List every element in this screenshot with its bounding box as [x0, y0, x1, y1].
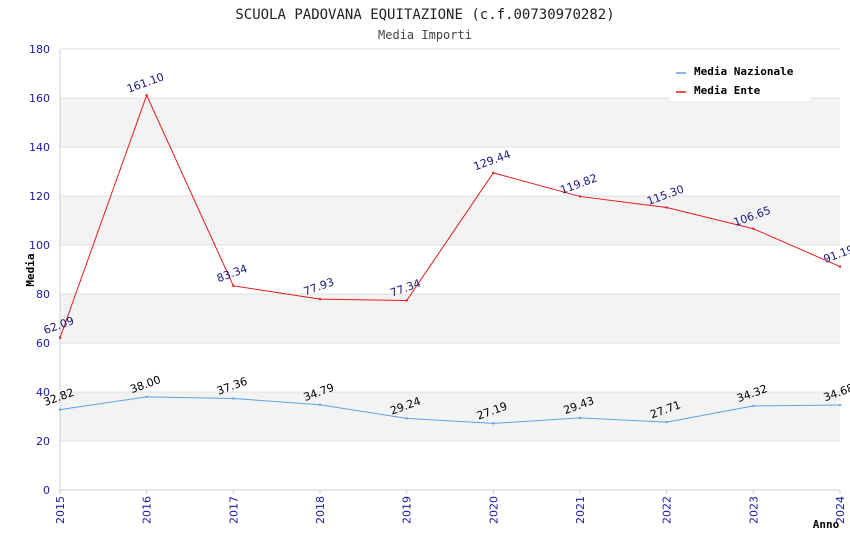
data-point-media-ente	[665, 206, 668, 209]
grid-band	[60, 245, 840, 294]
y-tick-label: 140	[29, 141, 50, 154]
data-point-media-ente	[58, 336, 62, 340]
data-point-media-nazionale	[232, 397, 235, 400]
x-axis-label: Anno	[813, 518, 840, 531]
series-line-media-nazionale	[59, 396, 841, 424]
x-tick-label: 2019	[401, 496, 414, 524]
data-point-media-nazionale	[318, 403, 322, 406]
data-point-media-ente	[578, 195, 582, 198]
x-tick-label: 2023	[747, 496, 760, 524]
y-axis-label: Media	[24, 253, 37, 286]
x-tick-label: 2024	[834, 496, 847, 524]
chart-title: SCUOLA PADOVANA EQUITAZIONE (c.f.0073097…	[235, 7, 614, 23]
data-point-media-nazionale	[492, 422, 495, 425]
data-point-media-ente	[838, 265, 842, 268]
data-point-media-ente	[232, 284, 235, 288]
legend-box	[670, 61, 810, 101]
y-tick-label: 40	[36, 386, 50, 399]
data-point-media-nazionale	[838, 403, 842, 407]
y-tick-label: 160	[29, 92, 50, 105]
legend-label-media-ente: Media Ente	[694, 84, 761, 97]
grid-band	[60, 98, 840, 147]
y-tick-label: 0	[43, 484, 50, 497]
x-tick-label: 2020	[487, 496, 500, 524]
grid-band	[60, 441, 840, 490]
x-tick-label: 2018	[314, 496, 327, 524]
grid-band	[60, 147, 840, 196]
y-tick-label: 180	[29, 43, 50, 56]
legend: Media Nazionale Media Ente	[670, 61, 810, 101]
y-tick-label: 60	[36, 337, 50, 350]
grid-band	[60, 343, 840, 392]
data-point-media-nazionale	[665, 420, 668, 424]
x-tick-label: 2015	[54, 496, 67, 524]
data-point-media-nazionale	[405, 417, 408, 420]
x-tick-label: 2017	[227, 496, 240, 524]
grid-band	[60, 294, 840, 343]
grid-band	[60, 392, 840, 441]
data-point-media-ente	[492, 171, 495, 175]
axes: 0 20 40 60 80 100 120 140 160 180 2015 2016 2017 2018…	[29, 43, 847, 524]
y-tick-label: 20	[36, 435, 50, 448]
legend-label-media-nazionale: Media Nazionale	[694, 65, 794, 78]
y-tick-label: 100	[29, 239, 50, 252]
y-tick-label: 120	[29, 190, 50, 203]
grid-band	[60, 196, 840, 245]
data-point-media-ente	[145, 94, 148, 97]
x-tick-label: 2021	[574, 496, 587, 524]
y-tick-label: 80	[36, 288, 50, 301]
data-point-media-nazionale	[578, 416, 582, 420]
data-point-media-nazionale	[58, 408, 62, 411]
data-point-media-ente	[318, 297, 322, 301]
x-tick-label: 2022	[661, 496, 674, 524]
data-point-media-ente	[405, 299, 408, 302]
series-line-media-ente	[59, 93, 841, 339]
series-layer	[58, 93, 842, 425]
x-tick-label: 2016	[141, 496, 154, 524]
data-point-media-nazionale	[752, 404, 755, 408]
grid-bands	[60, 48, 840, 491]
data-point-media-nazionale	[145, 395, 148, 399]
data-point-media-ente	[752, 227, 755, 230]
chart-subtitle: Media Importi	[378, 28, 472, 42]
